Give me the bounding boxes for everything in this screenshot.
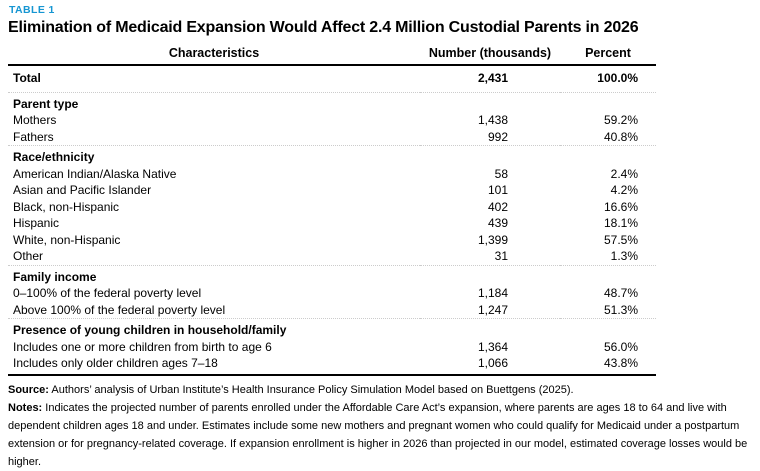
row-label: Includes one or more children from birth… [13,339,272,354]
section-header-parent-type: Parent type [8,91,656,112]
row-number: 1,066 [420,355,560,376]
row-label: American Indian/Alaska Native [13,166,177,181]
row-percent: 18.1% [603,216,638,230]
table-row: Includes only older children ages 7–18 1… [8,355,656,376]
row-label: 0–100% of the federal poverty level [13,286,202,300]
table-number-label: TABLE 1 [9,4,55,16]
col-header-number: Number (thousands) [420,45,560,66]
row-label: Above 100% of the federal poverty level [13,302,226,317]
row-number: 1,184 [477,286,508,300]
row-number: 1,364 [477,339,508,354]
table-row: Hispanic 439 18.1% [8,215,656,232]
row-label: White, non-Hispanic [13,232,121,247]
row-number: 58 [494,166,508,181]
table-row: White, non-Hispanic 1,399 57.5% [8,232,656,249]
row-percent: 1.3% [610,249,638,263]
row-percent: 16.6% [603,199,638,214]
row-label: Other [13,249,44,263]
row-number: 1,399 [477,232,508,247]
section-label: Race/ethnicity [8,145,420,166]
header-row: Characteristics Number (thousands) Perce… [8,45,656,66]
row-percent: 48.7% [603,286,638,300]
row-percent: 56.0% [603,339,638,354]
row-percent: 40.8% [603,129,638,144]
row-number: 1,247 [477,302,508,317]
table-row: Mothers 1,438 59.2% [8,112,656,129]
source-label: Source: [8,383,49,396]
source-text: Authors’ analysis of Urban Institute’s H… [48,383,574,396]
table-row: Fathers 992 40.8% [8,129,656,146]
table-row: Black, non-Hispanic 402 16.6% [8,199,656,216]
row-percent: 100.0% [597,71,638,85]
medicaid-expansion-table: Characteristics Number (thousands) Perce… [8,45,656,376]
row-number: 2,431 [477,71,508,85]
section-label: Parent type [8,91,420,112]
table-row-total: Total 2,431 100.0% [8,65,656,92]
table-row: Other 31 1.3% [8,248,656,265]
row-label: Fathers [13,129,54,144]
notes-text: Indicates the projected number of parent… [8,401,748,468]
row-label: Total [13,71,41,85]
footnotes: Source: Authors’ analysis of Urban Insti… [8,381,754,471]
section-header-family-income: Family income [8,264,656,285]
row-percent: 2.4% [610,166,638,181]
col-header-characteristics: Characteristics [8,45,420,66]
row-number: 439 [487,216,508,230]
table-row: Includes one or more children from birth… [8,339,656,356]
notes-label: Notes: [8,401,43,414]
table-header: Characteristics Number (thousands) Perce… [8,45,656,66]
row-number: 402 [487,199,508,214]
table-title: Elimination of Medicaid Expansion Would … [8,19,639,36]
notes: Notes: Indicates the projected number of… [8,399,754,471]
row-label: Includes only older children ages 7–18 [8,355,420,376]
row-percent: 4.2% [610,183,638,197]
row-percent: 43.8% [560,355,656,376]
row-percent: 51.3% [603,302,638,317]
col-header-percent: Percent [560,45,656,66]
row-number: 101 [487,183,508,197]
row-percent: 59.2% [603,113,638,127]
table-row: American Indian/Alaska Native 58 2.4% [8,166,656,183]
section-label: Presence of young children in household/… [8,318,420,339]
row-label: Black, non-Hispanic [13,199,120,214]
row-label: Mothers [13,113,57,127]
section-header-race-ethnicity: Race/ethnicity [8,145,656,166]
table-row: Above 100% of the federal poverty level … [8,302,656,319]
row-label: Asian and Pacific Islander [13,183,152,197]
row-number: 31 [494,249,508,263]
table-row: 0–100% of the federal poverty level 1,18… [8,285,656,302]
row-number: 992 [487,129,508,144]
section-header-young-children: Presence of young children in household/… [8,318,656,339]
row-number: 1,438 [477,113,508,127]
row-percent: 57.5% [603,232,638,247]
row-label: Hispanic [13,216,60,230]
table-row: Asian and Pacific Islander 101 4.2% [8,182,656,199]
section-label: Family income [8,264,420,285]
source-note: Source: Authors’ analysis of Urban Insti… [8,381,754,399]
